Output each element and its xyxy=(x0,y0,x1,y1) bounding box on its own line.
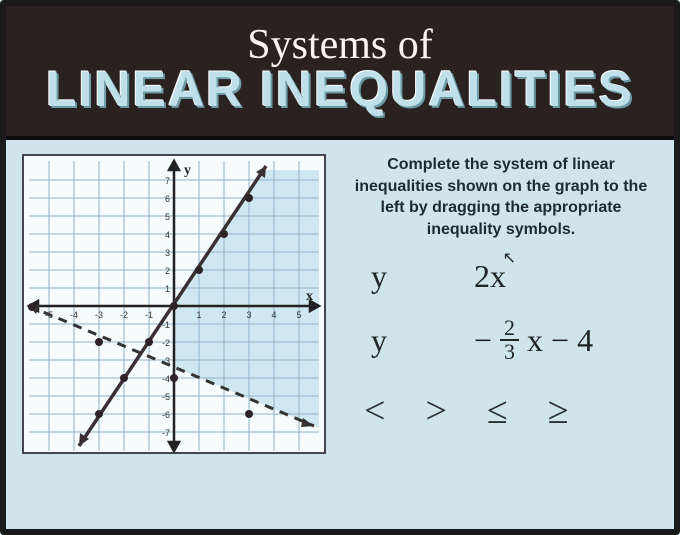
right-panel: Complete the system of linear inequaliti… xyxy=(344,154,658,454)
graph-svg: y x -5-4-3 -2-1 123 45 765 432 1 -1-2-3 … xyxy=(24,156,324,456)
svg-text:-7: -7 xyxy=(162,428,170,438)
svg-text:1: 1 xyxy=(165,284,170,294)
svg-text:-4: -4 xyxy=(162,374,170,384)
eq2-rhs: − 2 3 x − 4 xyxy=(474,317,593,363)
header-script: Systems of xyxy=(16,24,664,66)
svg-text:3: 3 xyxy=(246,310,251,320)
fraction: 2 3 xyxy=(500,317,519,363)
svg-text:4: 4 xyxy=(271,310,276,320)
svg-text:-2: -2 xyxy=(162,338,170,348)
svg-text:4: 4 xyxy=(165,230,170,240)
eq1-lhs: y xyxy=(364,258,394,295)
svg-text:2: 2 xyxy=(221,310,226,320)
symbol-less-equal[interactable]: ≤ xyxy=(487,389,508,433)
svg-text:5: 5 xyxy=(165,212,170,222)
svg-text:3: 3 xyxy=(165,248,170,258)
shaded-region xyxy=(174,170,319,428)
eq1-rhs: 2x ↖ xyxy=(474,258,506,295)
svg-text:-4: -4 xyxy=(70,310,78,320)
instructions-text: Complete the system of linear inequaliti… xyxy=(344,154,658,240)
eq2-lhs: y xyxy=(364,322,394,359)
content-area: y x -5-4-3 -2-1 123 45 765 432 1 -1-2-3 … xyxy=(6,140,674,468)
svg-text:5: 5 xyxy=(296,310,301,320)
symbol-palette: < > ≤ ≥ xyxy=(344,389,658,433)
svg-text:6: 6 xyxy=(165,194,170,204)
svg-text:-3: -3 xyxy=(95,310,103,320)
y-axis-label: y xyxy=(184,163,191,178)
equation-row-2[interactable]: y − 2 3 x − 4 xyxy=(364,317,658,363)
inequality-graph: y x -5-4-3 -2-1 123 45 765 432 1 -1-2-3 … xyxy=(22,154,326,454)
equations-area: y 2x ↖ y − 2 3 x − 4 xyxy=(344,258,658,363)
symbol-less-than[interactable]: < xyxy=(364,389,385,433)
svg-text:7: 7 xyxy=(165,176,170,186)
symbol-greater-equal[interactable]: ≥ xyxy=(548,389,569,433)
svg-text:-2: -2 xyxy=(120,310,128,320)
header-block: LINEAR INEQUALITIES xyxy=(46,61,634,117)
cursor-icon: ↖ xyxy=(503,248,516,268)
svg-text:-5: -5 xyxy=(162,392,170,402)
svg-text:-6: -6 xyxy=(162,410,170,420)
symbol-greater-than[interactable]: > xyxy=(425,389,446,433)
x-axis-label: x xyxy=(306,289,313,304)
equation-row-1[interactable]: y 2x ↖ xyxy=(364,258,658,295)
svg-text:2: 2 xyxy=(165,266,170,276)
header: Systems of LINEAR INEQUALITIES xyxy=(6,6,674,140)
svg-text:1: 1 xyxy=(196,310,201,320)
svg-text:-1: -1 xyxy=(145,310,153,320)
